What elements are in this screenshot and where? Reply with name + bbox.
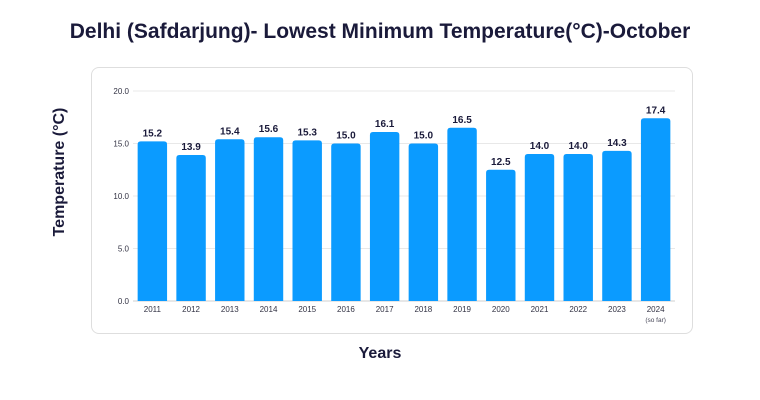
x-tick-label: 2017 xyxy=(376,305,394,314)
bar-2021 xyxy=(524,154,555,301)
data-label: 14.3 xyxy=(607,138,627,149)
data-label: 15.0 xyxy=(336,131,356,142)
x-tick-label: 2011 xyxy=(144,305,162,314)
x-tick-label: 2020 xyxy=(492,305,510,314)
y-tick-label: 0.0 xyxy=(118,297,130,306)
bar-2012 xyxy=(176,155,206,301)
x-tick-label: 2015 xyxy=(298,305,316,314)
bar-2024 xyxy=(640,118,671,301)
bar-2018 xyxy=(408,143,439,301)
x-tick-label: 2022 xyxy=(569,305,587,314)
x-tick-label: 2024 xyxy=(647,305,665,314)
bar-2014 xyxy=(253,137,284,301)
data-label: 16.1 xyxy=(375,119,395,130)
x-tick-note: (so far) xyxy=(645,317,666,324)
bar-2020 xyxy=(486,169,516,301)
bar-2015 xyxy=(292,140,322,301)
chart-title: Delhi (Safdarjung)- Lowest Minimum Tempe… xyxy=(69,20,691,43)
x-axis-label: Years xyxy=(358,345,402,362)
x-tick-label: 2019 xyxy=(453,305,471,314)
data-label: 15.0 xyxy=(414,131,434,142)
data-label: 15.3 xyxy=(297,127,317,138)
data-label: 14.0 xyxy=(530,141,550,152)
x-tick-label: 2021 xyxy=(531,305,549,314)
data-label: 13.9 xyxy=(181,142,201,153)
bar-2023 xyxy=(602,150,632,301)
bar-2017 xyxy=(369,131,400,301)
y-tick-label: 5.0 xyxy=(118,245,130,254)
y-tick-label: 15.0 xyxy=(113,140,129,149)
bar-2016 xyxy=(331,143,361,301)
bar-2011 xyxy=(137,141,168,301)
y-tick-label: 20.0 xyxy=(113,87,129,96)
data-label: 15.6 xyxy=(259,124,279,135)
y-tick-label: 10.0 xyxy=(113,192,129,201)
x-tick-label: 2016 xyxy=(337,305,355,314)
data-label: 16.5 xyxy=(452,115,472,126)
x-tick-label: 2013 xyxy=(221,305,239,314)
x-tick-label: 2023 xyxy=(608,305,626,314)
x-tick-label: 2014 xyxy=(260,305,278,314)
x-tick-label: 2018 xyxy=(414,305,432,314)
data-label: 15.2 xyxy=(143,128,163,139)
bar-2022 xyxy=(563,154,593,301)
bar-2019 xyxy=(447,127,477,301)
bar-2013 xyxy=(215,139,245,301)
data-label: 12.5 xyxy=(491,157,511,168)
data-label: 17.4 xyxy=(646,105,666,116)
data-label: 15.4 xyxy=(220,126,240,137)
data-label: 14.0 xyxy=(568,141,588,152)
x-tick-label: 2012 xyxy=(182,305,200,314)
